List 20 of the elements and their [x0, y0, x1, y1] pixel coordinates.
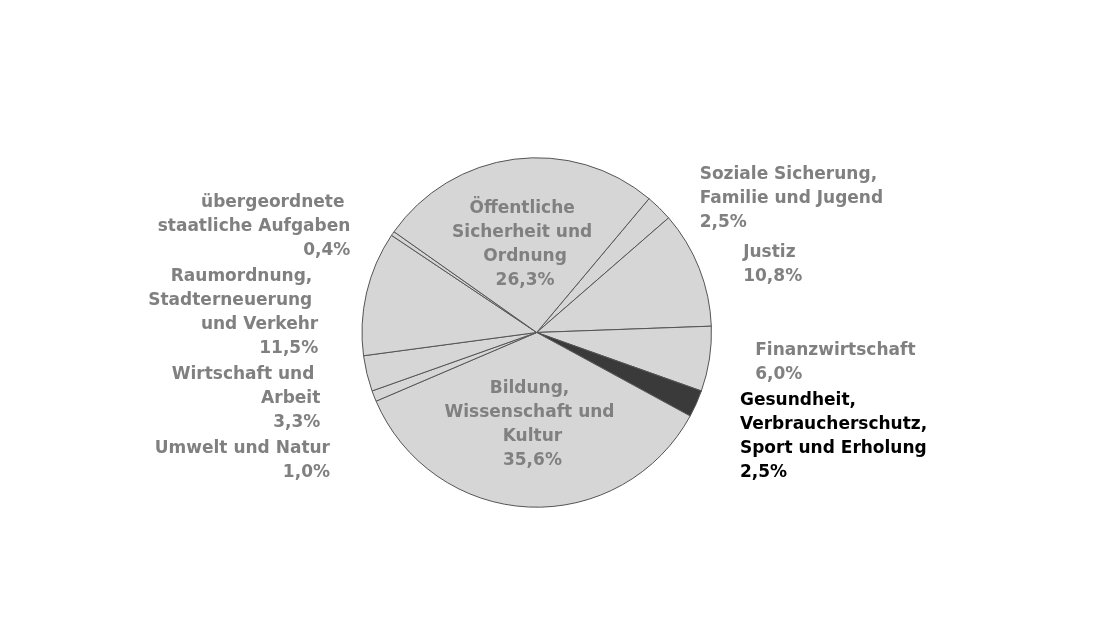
- data-label: 26,3%: [495, 268, 555, 289]
- data-label: 2,5%: [739, 461, 788, 482]
- slice-label: übergeordnete staatliche Aufgaben: [157, 191, 351, 236]
- data-label: 0,4%: [303, 239, 351, 260]
- slice-label: Finanzwirtschaft: [755, 339, 916, 360]
- slice-label: Gesundheit, Verbraucherschutz, Sport und Erholung: [739, 389, 934, 458]
- slice-label: Öffentliche Sicherheit und Ordnung: [452, 195, 599, 265]
- data-label: 3,3%: [273, 411, 321, 432]
- slice-label: Raumordnung, Stadterneuerung und Verkehr: [148, 265, 319, 334]
- slice-label: Umwelt und Natur: [154, 437, 331, 458]
- slice-label: Justiz: [742, 240, 796, 261]
- slice-label: Bildung, Wissenschaft und Kultur: [444, 376, 621, 445]
- data-label: 6,0%: [755, 363, 803, 384]
- data-label: 10,8%: [743, 264, 803, 285]
- slice-label: Wirtschaft und Arbeit: [171, 363, 321, 408]
- data-label: 11,5%: [259, 337, 319, 358]
- slice-label: Soziale Sicherung, Familie und Jugend: [699, 163, 884, 208]
- data-label: 2,5%: [699, 211, 747, 232]
- data-label: 35,6%: [502, 448, 562, 469]
- data-label: 1,0%: [282, 461, 331, 482]
